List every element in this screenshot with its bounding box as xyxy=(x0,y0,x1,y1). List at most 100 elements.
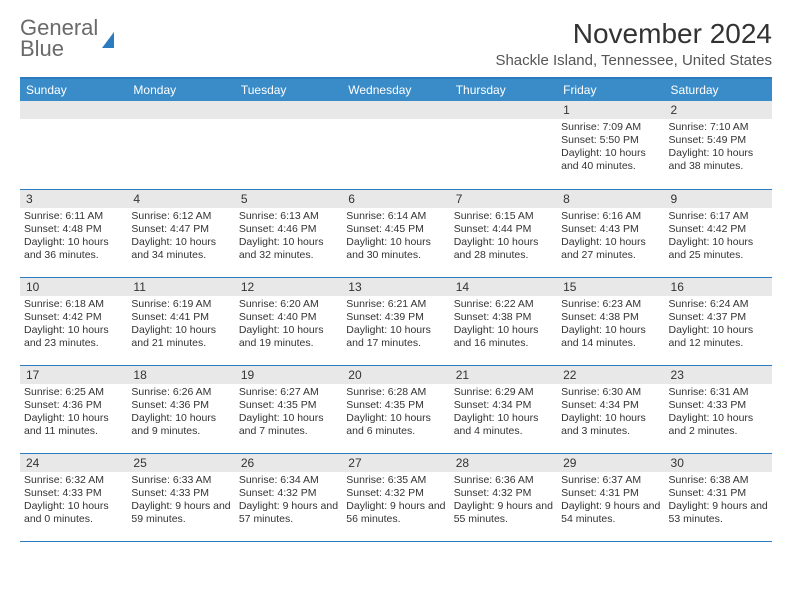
daynum: 8 xyxy=(557,190,664,208)
day-content: Sunrise: 6:16 AMSunset: 4:43 PMDaylight:… xyxy=(557,208,664,267)
dayname-header: Sunday xyxy=(20,78,127,101)
calendar-cell: 14Sunrise: 6:22 AMSunset: 4:38 PMDayligh… xyxy=(450,277,557,365)
daynum: 10 xyxy=(20,278,127,296)
day-content: Sunrise: 6:18 AMSunset: 4:42 PMDaylight:… xyxy=(20,296,127,355)
calendar-cell: 21Sunrise: 6:29 AMSunset: 4:34 PMDayligh… xyxy=(450,365,557,453)
calendar-cell: 5Sunrise: 6:13 AMSunset: 4:46 PMDaylight… xyxy=(235,189,342,277)
day-content: Sunrise: 6:34 AMSunset: 4:32 PMDaylight:… xyxy=(235,472,342,531)
day-content: Sunrise: 6:11 AMSunset: 4:48 PMDaylight:… xyxy=(20,208,127,267)
day-content: Sunrise: 6:13 AMSunset: 4:46 PMDaylight:… xyxy=(235,208,342,267)
day-content: Sunrise: 6:19 AMSunset: 4:41 PMDaylight:… xyxy=(127,296,234,355)
day-content: Sunrise: 6:27 AMSunset: 4:35 PMDaylight:… xyxy=(235,384,342,443)
day-content: Sunrise: 6:37 AMSunset: 4:31 PMDaylight:… xyxy=(557,472,664,531)
daynum: 15 xyxy=(557,278,664,296)
calendar-cell: 28Sunrise: 6:36 AMSunset: 4:32 PMDayligh… xyxy=(450,453,557,541)
daynum: 19 xyxy=(235,366,342,384)
daynum-empty xyxy=(20,101,127,119)
daynum: 4 xyxy=(127,190,234,208)
calendar-cell: 10Sunrise: 6:18 AMSunset: 4:42 PMDayligh… xyxy=(20,277,127,365)
daynum-empty xyxy=(450,101,557,119)
day-content: Sunrise: 6:17 AMSunset: 4:42 PMDaylight:… xyxy=(665,208,772,267)
day-content: Sunrise: 7:09 AMSunset: 5:50 PMDaylight:… xyxy=(557,119,664,178)
calendar-cell: 3Sunrise: 6:11 AMSunset: 4:48 PMDaylight… xyxy=(20,189,127,277)
day-content: Sunrise: 6:23 AMSunset: 4:38 PMDaylight:… xyxy=(557,296,664,355)
daynum: 20 xyxy=(342,366,449,384)
calendar-cell: 7Sunrise: 6:15 AMSunset: 4:44 PMDaylight… xyxy=(450,189,557,277)
calendar-cell: 17Sunrise: 6:25 AMSunset: 4:36 PMDayligh… xyxy=(20,365,127,453)
daynum: 28 xyxy=(450,454,557,472)
daynum: 14 xyxy=(450,278,557,296)
daynum: 21 xyxy=(450,366,557,384)
day-content: Sunrise: 6:26 AMSunset: 4:36 PMDaylight:… xyxy=(127,384,234,443)
daynum: 18 xyxy=(127,366,234,384)
calendar-cell: 8Sunrise: 6:16 AMSunset: 4:43 PMDaylight… xyxy=(557,189,664,277)
calendar-cell: 2Sunrise: 7:10 AMSunset: 5:49 PMDaylight… xyxy=(665,101,772,189)
daynum: 3 xyxy=(20,190,127,208)
day-content: Sunrise: 6:20 AMSunset: 4:40 PMDaylight:… xyxy=(235,296,342,355)
daynum: 5 xyxy=(235,190,342,208)
calendar-cell: 24Sunrise: 6:32 AMSunset: 4:33 PMDayligh… xyxy=(20,453,127,541)
sail-icon xyxy=(102,32,114,48)
dayname-header: Tuesday xyxy=(235,78,342,101)
day-content: Sunrise: 6:30 AMSunset: 4:34 PMDaylight:… xyxy=(557,384,664,443)
daynum-empty xyxy=(235,101,342,119)
dayname-header: Friday xyxy=(557,78,664,101)
daynum: 11 xyxy=(127,278,234,296)
day-content: Sunrise: 6:14 AMSunset: 4:45 PMDaylight:… xyxy=(342,208,449,267)
daynum: 27 xyxy=(342,454,449,472)
calendar-cell xyxy=(235,101,342,189)
calendar-cell: 9Sunrise: 6:17 AMSunset: 4:42 PMDaylight… xyxy=(665,189,772,277)
daynum-empty xyxy=(127,101,234,119)
calendar-cell: 13Sunrise: 6:21 AMSunset: 4:39 PMDayligh… xyxy=(342,277,449,365)
calendar-cell: 15Sunrise: 6:23 AMSunset: 4:38 PMDayligh… xyxy=(557,277,664,365)
calendar-cell xyxy=(342,101,449,189)
calendar-cell: 30Sunrise: 6:38 AMSunset: 4:31 PMDayligh… xyxy=(665,453,772,541)
header: General Blue November 2024 Shackle Islan… xyxy=(20,18,772,69)
calendar-cell: 25Sunrise: 6:33 AMSunset: 4:33 PMDayligh… xyxy=(127,453,234,541)
dayname-header: Thursday xyxy=(450,78,557,101)
page-title: November 2024 xyxy=(495,18,772,50)
daynum: 13 xyxy=(342,278,449,296)
daynum-empty xyxy=(342,101,449,119)
day-content: Sunrise: 6:25 AMSunset: 4:36 PMDaylight:… xyxy=(20,384,127,443)
daynum: 23 xyxy=(665,366,772,384)
day-content: Sunrise: 6:36 AMSunset: 4:32 PMDaylight:… xyxy=(450,472,557,531)
calendar-cell: 19Sunrise: 6:27 AMSunset: 4:35 PMDayligh… xyxy=(235,365,342,453)
calendar-table: SundayMondayTuesdayWednesdayThursdayFrid… xyxy=(20,77,772,542)
daynum: 7 xyxy=(450,190,557,208)
daynum: 12 xyxy=(235,278,342,296)
calendar-cell: 23Sunrise: 6:31 AMSunset: 4:33 PMDayligh… xyxy=(665,365,772,453)
calendar-cell: 6Sunrise: 6:14 AMSunset: 4:45 PMDaylight… xyxy=(342,189,449,277)
logo: General Blue xyxy=(20,18,114,60)
day-content: Sunrise: 6:21 AMSunset: 4:39 PMDaylight:… xyxy=(342,296,449,355)
calendar-cell: 20Sunrise: 6:28 AMSunset: 4:35 PMDayligh… xyxy=(342,365,449,453)
daynum: 6 xyxy=(342,190,449,208)
day-content: Sunrise: 6:33 AMSunset: 4:33 PMDaylight:… xyxy=(127,472,234,531)
day-content: Sunrise: 7:10 AMSunset: 5:49 PMDaylight:… xyxy=(665,119,772,178)
day-content: Sunrise: 6:24 AMSunset: 4:37 PMDaylight:… xyxy=(665,296,772,355)
daynum: 2 xyxy=(665,101,772,119)
daynum: 22 xyxy=(557,366,664,384)
daynum: 29 xyxy=(557,454,664,472)
calendar-cell: 12Sunrise: 6:20 AMSunset: 4:40 PMDayligh… xyxy=(235,277,342,365)
dayname-header: Saturday xyxy=(665,78,772,101)
calendar-cell: 11Sunrise: 6:19 AMSunset: 4:41 PMDayligh… xyxy=(127,277,234,365)
daynum: 30 xyxy=(665,454,772,472)
day-content: Sunrise: 6:28 AMSunset: 4:35 PMDaylight:… xyxy=(342,384,449,443)
day-content: Sunrise: 6:38 AMSunset: 4:31 PMDaylight:… xyxy=(665,472,772,531)
logo-line2: Blue xyxy=(20,39,98,60)
calendar-cell: 29Sunrise: 6:37 AMSunset: 4:31 PMDayligh… xyxy=(557,453,664,541)
day-content: Sunrise: 6:29 AMSunset: 4:34 PMDaylight:… xyxy=(450,384,557,443)
dayname-header: Monday xyxy=(127,78,234,101)
location-text: Shackle Island, Tennessee, United States xyxy=(495,52,772,69)
calendar-cell: 26Sunrise: 6:34 AMSunset: 4:32 PMDayligh… xyxy=(235,453,342,541)
calendar-cell: 27Sunrise: 6:35 AMSunset: 4:32 PMDayligh… xyxy=(342,453,449,541)
daynum: 16 xyxy=(665,278,772,296)
calendar-cell xyxy=(20,101,127,189)
calendar-cell xyxy=(450,101,557,189)
daynum: 24 xyxy=(20,454,127,472)
calendar-cell: 4Sunrise: 6:12 AMSunset: 4:47 PMDaylight… xyxy=(127,189,234,277)
day-content: Sunrise: 6:32 AMSunset: 4:33 PMDaylight:… xyxy=(20,472,127,531)
daynum: 26 xyxy=(235,454,342,472)
day-content: Sunrise: 6:22 AMSunset: 4:38 PMDaylight:… xyxy=(450,296,557,355)
